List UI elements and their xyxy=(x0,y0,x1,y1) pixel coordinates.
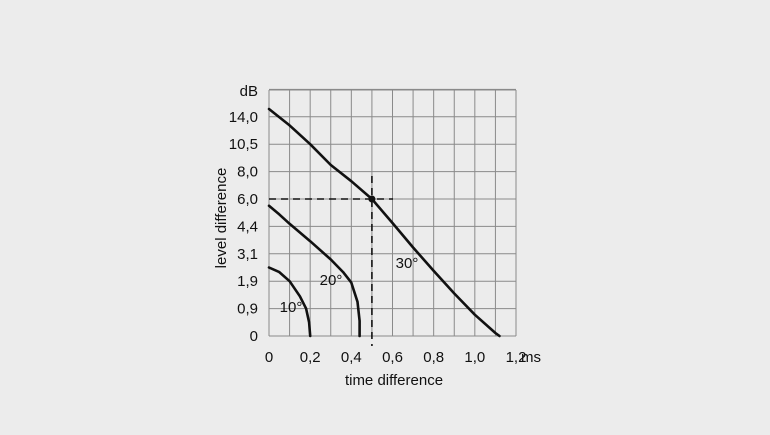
chart-series xyxy=(267,107,501,338)
x-tick-label: 0,2 xyxy=(300,349,321,366)
y-tick-label: 0 xyxy=(250,328,258,345)
y-tick-label: 0,9 xyxy=(237,301,258,318)
x-axis-ticks: 0 0,2 0,4 0,6 0,8 1,0 1,2 xyxy=(265,349,527,366)
x-tick-label: 1,0 xyxy=(464,349,485,366)
series-line-1 xyxy=(267,266,312,338)
series-line-3 xyxy=(267,107,501,338)
y-tick-label: 8,0 xyxy=(237,164,258,181)
x-tick-label: 0,8 xyxy=(423,349,444,366)
series-labels: 10° 20° 30° xyxy=(280,255,419,316)
y-axis-ticks: 0 0,9 1,9 3,1 4,4 6,0 8,0 10,5 14,0 xyxy=(229,109,258,345)
series-line-2 xyxy=(267,204,361,338)
chart-grid xyxy=(268,88,517,337)
y-tick-label: 1,9 xyxy=(237,273,258,290)
y-tick-label: 6,0 xyxy=(237,191,258,208)
x-tick-label: 1,2 xyxy=(506,349,527,366)
series-label-2: 20° xyxy=(320,272,343,289)
y-tick-label: 3,1 xyxy=(237,246,258,263)
series-label-3: 30° xyxy=(396,255,419,272)
y-unit-label: dB xyxy=(240,83,258,100)
series-label-1: 10° xyxy=(280,299,303,316)
y-tick-label: 14,0 xyxy=(229,109,258,126)
x-axis-title: time difference xyxy=(345,372,443,389)
x-tick-label: 0,4 xyxy=(341,349,362,366)
y-axis-title: level difference xyxy=(213,168,230,269)
x-tick-label: 0 xyxy=(265,349,273,366)
y-tick-label: 10,5 xyxy=(229,136,258,153)
y-tick-label: 4,4 xyxy=(237,218,258,235)
x-unit-label: ms xyxy=(521,349,541,366)
x-tick-label: 0,6 xyxy=(382,349,403,366)
